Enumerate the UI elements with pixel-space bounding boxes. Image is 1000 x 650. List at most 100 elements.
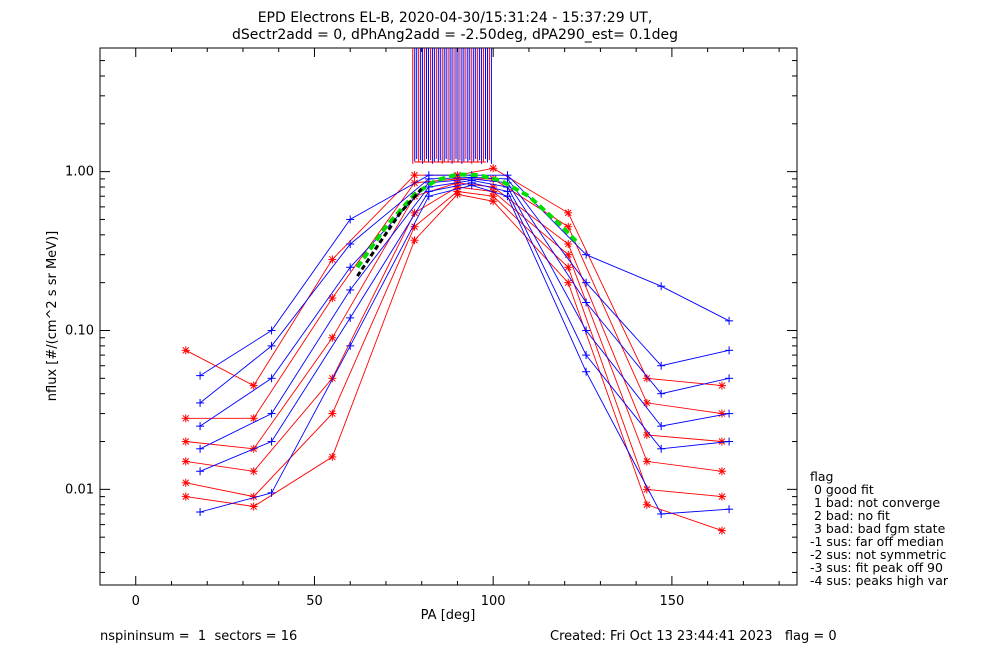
fit-layer — [355, 172, 581, 277]
data-point — [717, 381, 726, 390]
plot-area: 0 50 100 150 0.01 0.10 1.00 — [65, 47, 798, 609]
data-point — [564, 278, 573, 287]
data-point — [328, 452, 337, 461]
marker-d2 — [643, 374, 651, 382]
x-axis-label: PA [deg] — [421, 608, 476, 623]
data-point — [267, 437, 276, 446]
data-point — [328, 374, 337, 383]
legend-entry: -4 sus: peaks high var — [810, 573, 949, 588]
marker-d2 — [328, 256, 336, 263]
y-tick-label: 0.10 — [65, 323, 94, 338]
data-point — [725, 346, 734, 355]
marker-d2 — [489, 164, 497, 172]
data-point — [453, 190, 462, 199]
data-point — [642, 398, 651, 407]
data-point — [564, 240, 573, 249]
data-point — [196, 508, 205, 517]
data-point — [410, 236, 419, 245]
data-point — [328, 409, 337, 418]
series-line — [199, 176, 730, 404]
data-point — [346, 240, 355, 249]
data-point — [582, 250, 591, 259]
series-layer — [181, 164, 734, 535]
marker-d2 — [182, 493, 190, 500]
data-point — [642, 374, 651, 383]
marker-d2 — [250, 467, 258, 475]
data-point — [503, 192, 512, 201]
legend-entry: -2 sus: not symmetric — [810, 547, 946, 562]
data-point — [467, 181, 476, 190]
x-tick-label: 150 — [659, 594, 684, 609]
data-point — [328, 333, 337, 342]
data-point — [249, 467, 258, 476]
marker-d2 — [564, 209, 572, 217]
series-line — [199, 174, 730, 376]
series-line — [199, 179, 730, 450]
footer-right: Created: Fri Oct 13 23:44:41 2023 flag =… — [550, 629, 837, 644]
data-point — [582, 298, 591, 307]
x-tick-label: 50 — [306, 594, 323, 609]
marker-d2 — [328, 453, 336, 461]
series-line — [185, 167, 722, 387]
marker-d2 — [643, 485, 651, 493]
data-point — [717, 437, 726, 446]
series-line — [185, 182, 722, 450]
series-line — [185, 186, 722, 472]
data-point — [489, 197, 498, 206]
data-point — [346, 263, 355, 272]
data-point — [328, 294, 337, 303]
chart-subtitle: dSectr2add = 0, dPhAng2add = -2.50deg, d… — [232, 27, 678, 43]
marker-d2 — [643, 501, 651, 509]
marker-d2 — [182, 479, 190, 487]
data-point — [564, 208, 573, 217]
data-point — [181, 492, 190, 501]
data-point — [657, 389, 666, 398]
data-point — [267, 409, 276, 418]
series-line — [199, 178, 730, 427]
marker-d2 — [182, 438, 190, 445]
data-point — [346, 341, 355, 350]
data-point — [489, 164, 498, 173]
data-point — [181, 478, 190, 487]
ticks-layer: 0 50 100 150 0.01 0.10 1.00 — [65, 47, 797, 609]
legend-entry: 0 good fit — [810, 482, 874, 497]
marker-d2 — [454, 190, 461, 198]
x-tick-label: 100 — [481, 594, 506, 609]
marker-d2 — [250, 503, 258, 510]
data-point — [717, 492, 726, 501]
data-point — [196, 444, 205, 453]
data-point — [181, 457, 190, 466]
data-point — [582, 367, 591, 376]
data-point — [725, 409, 734, 418]
data-point — [582, 351, 591, 360]
marker-d2 — [328, 294, 336, 302]
data-point — [410, 171, 419, 180]
marker-d2 — [718, 493, 726, 500]
marker-d2 — [718, 467, 726, 475]
data-point — [249, 381, 258, 390]
data-point — [249, 414, 258, 423]
data-point — [267, 488, 276, 497]
data-point — [346, 313, 355, 322]
marker-d2 — [564, 263, 572, 271]
data-point — [642, 500, 651, 509]
series-line — [199, 182, 730, 472]
data-point — [725, 437, 734, 446]
y-tick-label: 0.01 — [65, 482, 94, 497]
chart-title: EPD Electrons EL-B, 2020-04-30/15:31:24 … — [258, 10, 653, 26]
data-point — [717, 467, 726, 476]
legend-title: flag — [810, 469, 833, 484]
spike-lines — [412, 48, 492, 164]
fit-core-curve — [356, 187, 423, 277]
footer-left: nspininsum = 1 sectors = 16 — [100, 629, 297, 644]
data-point — [725, 374, 734, 383]
data-point — [181, 346, 190, 355]
marker-d2 — [182, 346, 190, 354]
marker-d2 — [564, 279, 572, 287]
legend-entry: -1 sus: far off median — [810, 534, 944, 549]
data-point — [657, 282, 666, 291]
data-point — [657, 509, 666, 518]
data-point — [657, 444, 666, 453]
y-tick-label: 1.00 — [65, 165, 94, 180]
